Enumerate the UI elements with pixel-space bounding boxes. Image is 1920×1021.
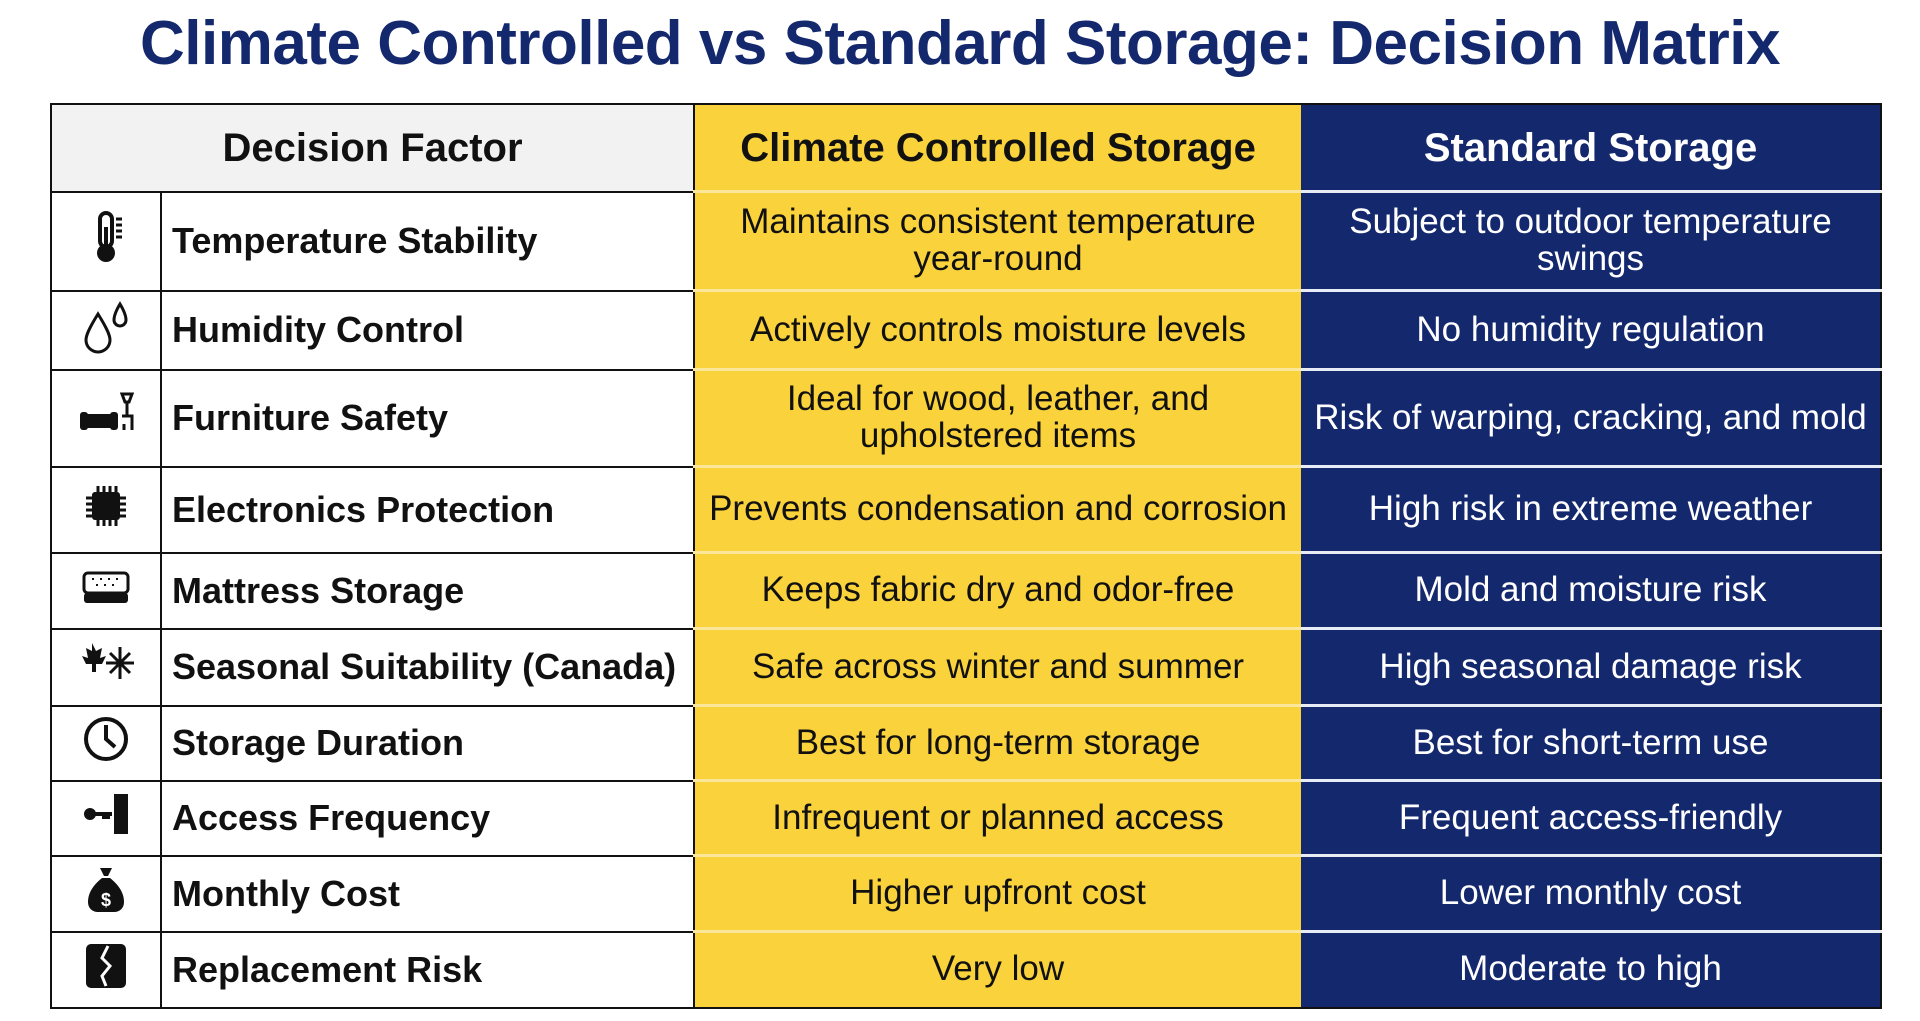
factor-label: Monthly Cost [159, 854, 696, 933]
climate-controlled-cell: Best for long-term storage [694, 704, 1302, 781]
row-icon-cell [50, 551, 162, 630]
climate-controlled-cell: Infrequent or planned access [694, 779, 1302, 856]
table-row: Humidity Control Actively controls moist… [50, 289, 1882, 371]
header-decision-factor: Decision Factor [49, 103, 696, 193]
header-standard: Standard Storage [1301, 104, 1882, 192]
row-icon-cell [50, 289, 162, 371]
factor-label: Seasonal Suitability (Canada) [159, 627, 696, 707]
row-icon-cell [50, 368, 162, 468]
table-row: Electronics Protection Prevents condensa… [50, 465, 1882, 554]
water-drops-icon [84, 301, 128, 354]
clock-icon [84, 717, 128, 762]
standard-cell: Frequent access-friendly [1301, 779, 1882, 856]
table-row: Temperature Stability Maintains consiste… [50, 190, 1882, 292]
row-icon-cell [50, 190, 162, 292]
standard-cell: High risk in extreme weather [1301, 465, 1882, 553]
thermometer-icon [97, 211, 122, 263]
row-icon-cell [50, 465, 162, 554]
row-icon-cell: $ [50, 854, 162, 933]
standard-cell: Mold and moisture risk [1301, 551, 1882, 629]
factor-label: Access Frequency [159, 779, 696, 857]
row-icon-cell [50, 704, 162, 782]
row-icon-cell [50, 930, 162, 1009]
climate-controlled-cell: Maintains consistent temperature year-ro… [694, 190, 1302, 291]
climate-controlled-cell: Prevents condensation and corrosion [694, 465, 1302, 553]
standard-cell: Subject to outdoor temperature swings [1301, 190, 1882, 291]
svg-text:$: $ [101, 890, 111, 910]
table-row: Storage Duration Best for long-term stor… [50, 704, 1882, 782]
furniture-icon [80, 392, 135, 431]
standard-cell: Risk of warping, cracking, and mold [1301, 368, 1882, 467]
table-row: Mattress Storage Keeps fabric dry and od… [50, 551, 1882, 630]
page-title: Climate Controlled vs Standard Storage: … [140, 9, 1780, 78]
climate-controlled-cell: Very low [694, 930, 1302, 1008]
climate-controlled-cell: Higher upfront cost [694, 854, 1302, 932]
header-climate-controlled: Climate Controlled Storage [694, 104, 1302, 192]
table-row: $ Monthly Cost Higher upfront cost Lower… [50, 854, 1882, 933]
mattress-icon [82, 571, 130, 603]
factor-label: Humidity Control [159, 289, 696, 371]
row-icon-cell [50, 779, 162, 857]
table-row: Furniture Safety Ideal for wood, leather… [50, 368, 1882, 468]
key-door-icon [84, 794, 128, 835]
table-row: Seasonal Suitability (Canada) Safe acros… [50, 627, 1882, 707]
climate-controlled-cell: Ideal for wood, leather, and upholstered… [694, 368, 1302, 467]
climate-controlled-cell: Actively controls moisture levels [694, 289, 1302, 370]
decision-matrix: Decision Factor Climate Controlled Stora… [49, 103, 1883, 1009]
table-row: Access Frequency Infrequent or planned a… [50, 779, 1882, 857]
climate-controlled-cell: Keeps fabric dry and odor-free [694, 551, 1302, 629]
standard-cell: No humidity regulation [1301, 289, 1882, 370]
factor-label: Replacement Risk [159, 930, 696, 1009]
factor-label: Mattress Storage [159, 551, 696, 630]
money-bag-icon: $ [88, 867, 124, 912]
row-icon-cell [50, 627, 162, 707]
factor-label: Furniture Safety [159, 368, 696, 468]
table-row: Replacement Risk Very low Moderate to hi… [50, 930, 1882, 1009]
factor-label: Electronics Protection [159, 465, 696, 554]
maple-leaf-snowflake-icon [82, 643, 134, 680]
broken-item-icon [86, 943, 126, 988]
standard-cell: High seasonal damage risk [1301, 627, 1882, 706]
standard-cell: Lower monthly cost [1301, 854, 1882, 932]
standard-cell: Moderate to high [1301, 930, 1882, 1008]
standard-cell: Best for short-term use [1301, 704, 1882, 781]
factor-label: Storage Duration [159, 704, 696, 782]
climate-controlled-cell: Safe across winter and summer [694, 627, 1302, 706]
factor-label: Temperature Stability [159, 190, 696, 292]
chip-icon [86, 485, 126, 526]
